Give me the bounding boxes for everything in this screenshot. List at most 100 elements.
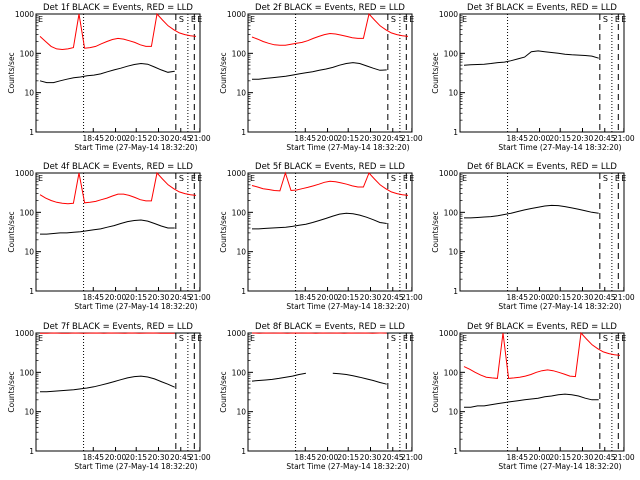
panel-1: Det 1f BLACK = Events, RED = LLD 1 10 100 10… [7,3,211,152]
x-tick-label: 21:00 [401,453,423,462]
y-tick-label: 1 [241,287,246,296]
x-tick-label: 21:00 [613,134,635,143]
x-tick-label: 21:00 [401,134,423,143]
x-tick-label: 20:15 [549,453,571,462]
y-axis-label: Counts/sec [219,371,228,412]
panel-title: Det 5f BLACK = Events, RED = LLD [255,162,405,172]
x-tick-label: 21:00 [613,453,635,462]
y-tick-label: 1 [453,447,458,456]
y-tick-label: 1000 [439,329,458,338]
x-tick-label: 20:45 [170,134,192,143]
x-tick-label: 18:45 [82,134,104,143]
y-tick-label: 1 [453,128,458,137]
series-line-lld [39,12,197,51]
y-tick-label: 1000 [15,169,34,178]
x-tick-label: 18:45 [294,134,316,143]
x-axis-label: Start Time (27-May-14 18:32:20) [74,462,197,471]
y-tick-label: 100 [232,208,247,217]
x-tick-label: 20:00 [529,293,551,302]
y-axis-label: Counts/sec [431,371,440,412]
marker-label-start: E [38,174,43,183]
x-tick-label: 20:15 [549,134,571,143]
x-tick-label: 21:00 [189,453,211,462]
plot-frame [35,172,201,292]
marker-label: S [391,174,396,183]
panel-title: Det 8f BLACK = Events, RED = LLD [255,322,405,332]
marker-label-start: E [250,334,255,343]
y-tick-label: 1 [241,128,246,137]
y-tick-label: 1 [241,447,246,456]
marker-label: E [191,334,196,343]
y-tick-label: 1000 [227,169,246,178]
x-tick-label: 20:00 [105,453,127,462]
marker-label-start: E [250,15,255,24]
x-tick-label: 20:00 [105,293,127,302]
y-tick-label: 10 [24,408,34,417]
x-tick-label: 20:30 [148,134,170,143]
x-tick-label: 20:00 [317,134,339,143]
plot-frame [35,13,201,133]
marker-label: E [403,15,408,24]
marker-label: E [409,334,414,343]
y-tick-label: 10 [24,248,34,257]
y-tick-label: 1 [29,447,34,456]
x-axis-label: Start Time (27-May-14 18:32:20) [498,143,621,152]
marker-label: E [615,15,620,24]
panel-4: Det 4f BLACK = Events, RED = LLD 1 10 100 10… [7,162,211,311]
panel-title: Det 6f BLACK = Events, RED = LLD [467,162,617,172]
y-axis-label: Counts/sec [7,371,16,412]
y-tick-label: 10 [236,408,246,417]
x-axis-label: Start Time (27-May-14 18:32:20) [286,302,409,311]
series-line-events [39,62,175,84]
x-axis-label: Start Time (27-May-14 18:32:20) [498,302,621,311]
x-tick-label: 20:15 [125,134,147,143]
x-tick-label: 20:30 [572,134,594,143]
x-tick-label: 20:30 [148,453,170,462]
marker-label: E [191,15,196,24]
x-tick-label: 20:15 [337,134,359,143]
x-tick-label: 18:45 [506,453,528,462]
marker-label: E [191,174,196,183]
marker-label: E [615,174,620,183]
series-line-events [252,62,387,80]
panels-container: Det 1f BLACK = Events, RED = LLD 1 10 100 10… [7,3,635,471]
marker-label: S [603,15,608,24]
y-tick-label: 10 [236,89,246,98]
y-tick-label: 100 [232,49,247,58]
panel-9: Det 9f BLACK = Events, RED = LLD 1 10 100 10… [431,322,635,471]
y-axis-label: Counts/sec [431,211,440,252]
marker-label: E [409,15,414,24]
panel-title: Det 7f BLACK = Events, RED = LLD [43,322,193,332]
x-tick-label: 20:45 [382,453,404,462]
x-tick-label: 20:00 [105,134,127,143]
y-tick-label: 100 [444,208,459,217]
marker-label: E [621,334,626,343]
panel-title: Det 4f BLACK = Events, RED = LLD [43,162,193,172]
y-tick-label: 1 [29,128,34,137]
marker-label: E [197,174,202,183]
series-line-events [40,375,175,393]
panel-3: Det 3f BLACK = Events, RED = LLD 1 10 100 10… [431,3,635,152]
y-tick-label: 1000 [15,10,34,19]
panel-5: Det 5f BLACK = Events, RED = LLD 1 10 100 10… [219,162,423,311]
marker-label: E [197,334,202,343]
y-tick-label: 1 [29,287,34,296]
marker-label: E [403,174,408,183]
x-tick-label: 20:30 [360,293,382,302]
series-line-lld [251,171,409,196]
x-axis-label: Start Time (27-May-14 18:32:20) [286,143,409,152]
x-tick-label: 18:45 [506,134,528,143]
marker-label: S [391,334,396,343]
marker-label: S [179,174,184,183]
y-tick-label: 1 [453,287,458,296]
plot-frame [247,13,413,133]
y-tick-label: 1000 [227,10,246,19]
x-tick-label: 18:45 [294,293,316,302]
y-axis-label: Counts/sec [219,52,228,93]
x-tick-label: 20:45 [594,453,616,462]
y-tick-label: 1000 [15,329,34,338]
x-tick-label: 20:30 [360,134,382,143]
plot-frame [247,172,413,292]
series-line-events [40,219,175,235]
marker-label: S [179,15,184,24]
